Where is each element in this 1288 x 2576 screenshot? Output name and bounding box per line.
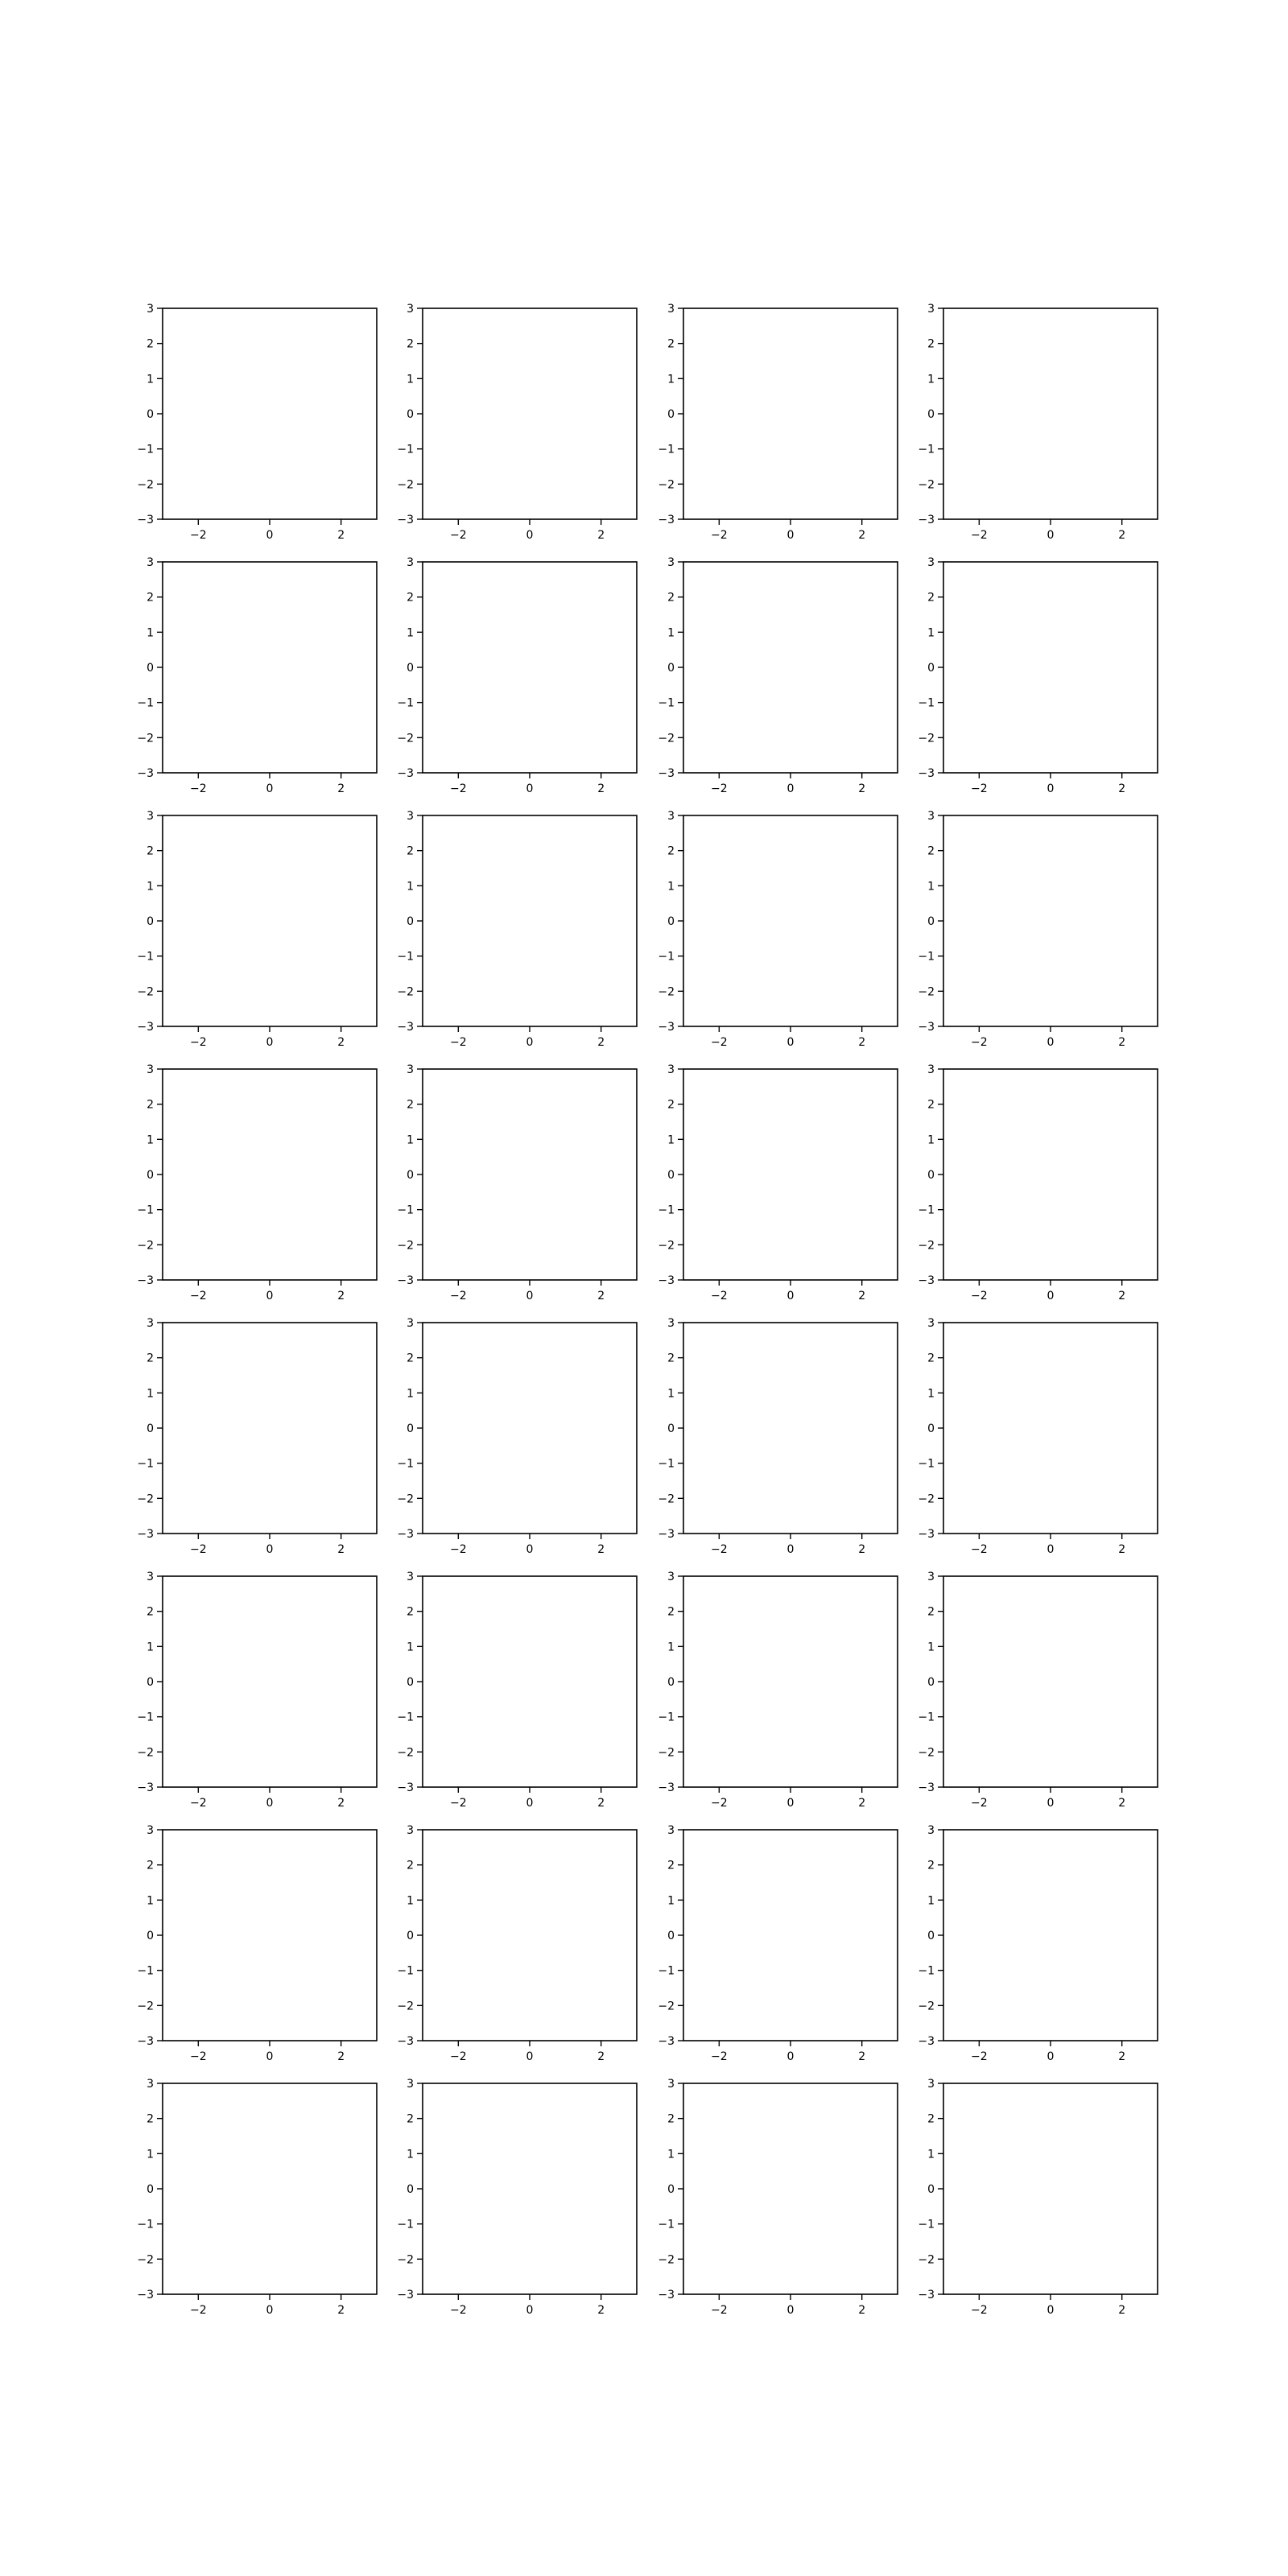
axes-frame bbox=[422, 308, 638, 520]
scatter-point-blue bbox=[423, 295, 425, 296]
scatter-point-blue bbox=[1018, 522, 1019, 524]
scatter-point-blue bbox=[790, 526, 791, 527]
scatter-point-blue bbox=[1105, 535, 1107, 537]
y-tick-label: −3 bbox=[658, 514, 675, 526]
scatter-point-blue bbox=[796, 283, 798, 285]
scatter-point-blue bbox=[1032, 532, 1034, 534]
scatter-point-blue bbox=[773, 539, 774, 541]
y-tick-label: 1 bbox=[927, 373, 935, 386]
scatter-point-blue bbox=[1056, 523, 1058, 525]
scatter-point-green bbox=[513, 301, 514, 303]
scatter-point-blue bbox=[812, 303, 814, 305]
y-tick-label: 3 bbox=[407, 303, 414, 316]
x-tick-label: 0 bbox=[787, 529, 795, 542]
y-tick-label: 1 bbox=[667, 373, 675, 386]
y-tick-label: −2 bbox=[137, 478, 154, 491]
subplot-r1-c2: −2 0 2 −3 −2 −1 0 1 2 3 bbox=[397, 293, 647, 542]
scatter-point-blue bbox=[1071, 528, 1072, 530]
y-tick-label: −3 bbox=[397, 514, 414, 526]
x-tick-label: −2 bbox=[450, 529, 467, 542]
y-tick-label: −1 bbox=[918, 444, 935, 456]
scatter-point-blue bbox=[603, 297, 605, 299]
subplot-r1-c4: −2 0 2 −3 −2 −1 0 1 2 3 bbox=[918, 303, 1158, 557]
y-tick-label: −1 bbox=[137, 444, 154, 456]
scatter-point-blue bbox=[805, 543, 807, 545]
y-tick-label: −2 bbox=[397, 478, 414, 491]
y-tick-label: 2 bbox=[147, 338, 154, 351]
scatter-point-blue bbox=[638, 400, 639, 402]
y-tick-label: −2 bbox=[918, 478, 935, 491]
x-tick-label: 2 bbox=[337, 529, 345, 542]
y-tick-label: 0 bbox=[927, 408, 935, 421]
y-tick-label: 0 bbox=[407, 408, 414, 421]
y-tick-label: 2 bbox=[927, 338, 935, 351]
scatter-point-blue bbox=[1028, 523, 1030, 525]
y-tick-label: −1 bbox=[658, 444, 675, 456]
subplot-r1-c3: −2 0 2 −3 −2 −1 0 1 2 3 bbox=[658, 283, 898, 545]
scatter-point-blue bbox=[788, 525, 790, 526]
scatter-point-blue bbox=[1046, 555, 1047, 557]
scatter-point-blue bbox=[1072, 526, 1074, 528]
y-tick-label: 3 bbox=[667, 303, 675, 316]
scatter-point-blue bbox=[1065, 521, 1067, 522]
axes-frame bbox=[683, 308, 898, 520]
scatter-point-green bbox=[536, 297, 538, 299]
x-tick-label: −2 bbox=[190, 529, 207, 542]
x-tick-label: −2 bbox=[711, 529, 728, 542]
y-tick-label: 2 bbox=[407, 338, 414, 351]
y-tick-label: 1 bbox=[147, 373, 154, 386]
scatter-point-blue bbox=[514, 306, 516, 308]
scatter-point-blue bbox=[1070, 546, 1071, 547]
x-tick-label: 0 bbox=[266, 529, 274, 542]
scatter-point-blue bbox=[675, 492, 677, 493]
subplot-r1-c1: −2 0 2 −3 −2 −1 0 1 2 3 bbox=[137, 284, 378, 542]
y-tick-label: 3 bbox=[147, 303, 154, 316]
x-tick-label: 2 bbox=[858, 529, 865, 542]
y-tick-label: 1 bbox=[407, 373, 414, 386]
y-tick-label: 0 bbox=[147, 408, 154, 421]
axes-frame bbox=[943, 308, 1158, 520]
x-tick-label: −2 bbox=[971, 529, 988, 542]
y-tick-label: 2 bbox=[667, 338, 675, 351]
scatter-point-blue bbox=[577, 299, 579, 301]
scatter-point-blue bbox=[749, 522, 750, 524]
scatter-point-green bbox=[159, 457, 160, 459]
y-tick-label: 3 bbox=[927, 303, 935, 316]
scatter-point-blue bbox=[771, 520, 773, 522]
x-tick-label: 2 bbox=[1118, 529, 1125, 542]
scatter-point-blue bbox=[1059, 530, 1061, 531]
y-tick-label: −3 bbox=[137, 514, 154, 526]
scatter-point-blue bbox=[1037, 547, 1038, 549]
x-tick-label: 0 bbox=[526, 529, 534, 542]
scatter-point-green bbox=[552, 298, 554, 299]
scatter-point-blue bbox=[484, 304, 485, 306]
x-tick-label: 2 bbox=[597, 529, 605, 542]
scatter-point-red bbox=[254, 284, 255, 286]
scatter-point-blue bbox=[1080, 529, 1081, 530]
y-tick-label: −1 bbox=[397, 444, 414, 456]
y-tick-label: 0 bbox=[667, 408, 675, 421]
scatter-point-blue bbox=[982, 525, 984, 526]
y-tick-label: −2 bbox=[658, 478, 675, 491]
scatter-point-blue bbox=[646, 360, 647, 361]
axes-frame bbox=[162, 308, 378, 520]
scatter-point-blue bbox=[809, 306, 811, 308]
panel-grid: −2 0 2 −3 −2 −1 0 1 2 3 −2 0 2 −3 −2 −1 0 1 2 3 −2 0 2 −3 −2 −1 0 1… bbox=[137, 283, 1158, 2317]
x-tick-label: 0 bbox=[1047, 529, 1055, 542]
scatter-point-blue bbox=[483, 306, 485, 308]
y-tick-label: −3 bbox=[918, 514, 935, 526]
scatter-point-green bbox=[477, 293, 478, 295]
